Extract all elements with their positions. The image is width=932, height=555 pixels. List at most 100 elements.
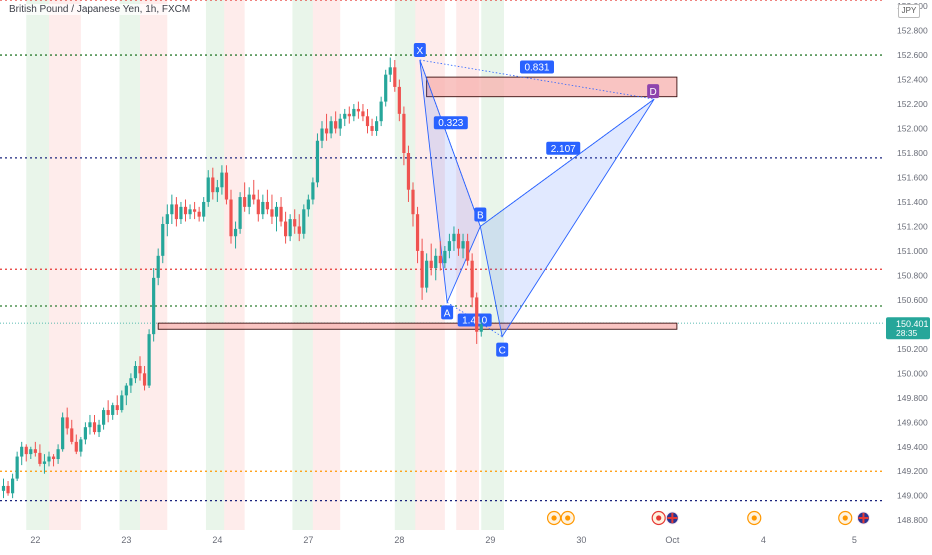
candle-body xyxy=(420,250,424,288)
reversal-zone xyxy=(426,76,678,98)
candle-body xyxy=(211,177,215,193)
candle-body xyxy=(466,241,470,261)
candle-body xyxy=(161,223,165,256)
candle-body xyxy=(11,478,15,494)
pattern-point-label: C xyxy=(499,346,506,357)
candle-body xyxy=(129,378,133,386)
candle-body xyxy=(384,74,388,102)
price-tick-label: 150.600 xyxy=(897,295,928,305)
candle-body xyxy=(265,201,269,210)
ratio-label: 0.323 xyxy=(438,118,463,129)
candle-body xyxy=(115,405,119,411)
session-band-red xyxy=(140,0,168,530)
candle-body xyxy=(51,456,56,460)
session-band-green xyxy=(26,0,49,530)
candle-body xyxy=(302,209,306,234)
time-tick-label: 29 xyxy=(485,535,495,545)
time-axis[interactable]: 22 23 24 27 28 29 30 Oct 4 5 xyxy=(0,530,885,550)
candle-body xyxy=(274,206,279,217)
time-axis-bg xyxy=(0,530,885,550)
economic-event-dot xyxy=(565,515,571,521)
candle-body xyxy=(338,118,342,129)
pattern-point-label: X xyxy=(416,46,423,57)
candle-body xyxy=(197,211,201,217)
candle-body xyxy=(42,461,47,464)
candle-body xyxy=(6,485,10,494)
price-tick-label: 149.000 xyxy=(897,491,928,501)
candle-body xyxy=(311,182,315,200)
candle-body xyxy=(193,209,197,212)
time-tick-label: 4 xyxy=(761,535,766,545)
session-band-red xyxy=(49,0,81,530)
pattern-point-marker[interactable] xyxy=(441,305,454,320)
price-axis[interactable]: 148.800 149.000 149.200 149.400 149.600 149.8… xyxy=(885,0,932,550)
candle-body xyxy=(397,86,401,114)
candle-body xyxy=(124,385,128,396)
pattern-point-marker[interactable] xyxy=(413,42,426,57)
ratio-label: 0.831 xyxy=(524,63,549,74)
horizontal-levels xyxy=(0,0,885,502)
event-icons[interactable] xyxy=(546,510,870,526)
chart-title: British Pound / Japanese Yen, 1h, FXCM xyxy=(7,4,193,15)
candle-body xyxy=(365,116,370,127)
candle-body xyxy=(188,209,192,215)
candle-body xyxy=(120,395,124,411)
session-band-green xyxy=(481,0,504,530)
candle-body xyxy=(92,422,97,433)
price-tick-label: 150.200 xyxy=(897,344,928,354)
candle-body xyxy=(156,255,160,278)
price-tick-label: 150.000 xyxy=(897,368,928,378)
harmonic-pattern[interactable]: 0.323 2.107 0.831 1.410 X A B C D xyxy=(413,42,660,357)
candle-body xyxy=(33,449,37,453)
candle-body xyxy=(24,446,28,455)
candle-body xyxy=(106,410,110,415)
candle-body xyxy=(402,113,406,154)
candle-body xyxy=(174,204,178,220)
candle-body xyxy=(284,221,288,237)
last-price-countdown: 28:35 xyxy=(896,328,918,338)
candle-body xyxy=(56,449,60,460)
price-tick-label: 149.400 xyxy=(897,442,928,452)
session-band-green xyxy=(205,0,225,530)
ratio-line-xb xyxy=(419,59,481,227)
candle-body xyxy=(393,67,397,87)
candle-body xyxy=(179,206,183,220)
candle-body xyxy=(320,128,324,141)
session-band-red xyxy=(312,0,341,530)
candle-body xyxy=(47,456,51,462)
session-band-red xyxy=(224,0,245,530)
last-price-marker[interactable] xyxy=(886,317,930,340)
pattern-point-label: A xyxy=(444,308,451,319)
candle-body xyxy=(224,172,229,200)
time-tick-label: 30 xyxy=(576,535,586,545)
ratio-label-bg xyxy=(519,60,554,74)
currency-badge[interactable]: JPY xyxy=(898,4,920,18)
session-band-green xyxy=(292,0,313,530)
ratio-line-xd xyxy=(419,59,655,100)
price-tick-label: 152.400 xyxy=(897,75,928,85)
candle-body xyxy=(452,233,456,242)
price-tick-label: 152.200 xyxy=(897,99,928,109)
candle-body xyxy=(83,427,87,440)
candle-body xyxy=(475,297,479,332)
pattern-point-marker[interactable] xyxy=(474,207,487,222)
candle-body xyxy=(1,485,6,491)
candle-body xyxy=(343,113,347,119)
candle-body xyxy=(379,101,383,122)
time-tick-label: 22 xyxy=(30,535,40,545)
candle-body xyxy=(288,219,292,237)
candle-body xyxy=(270,209,274,217)
candle-body xyxy=(279,206,283,222)
pattern-point-marker[interactable] xyxy=(647,84,660,99)
pattern-point-marker[interactable] xyxy=(496,342,509,357)
time-tick-label: 24 xyxy=(212,535,222,545)
candle-body xyxy=(215,187,219,193)
support-zone xyxy=(157,322,678,330)
candle-body xyxy=(247,194,251,207)
session-band-green xyxy=(394,0,416,530)
price-tick-label: 151.600 xyxy=(897,172,928,182)
time-tick-label: Oct xyxy=(665,535,680,545)
price-tick-label: 151.800 xyxy=(897,148,928,158)
